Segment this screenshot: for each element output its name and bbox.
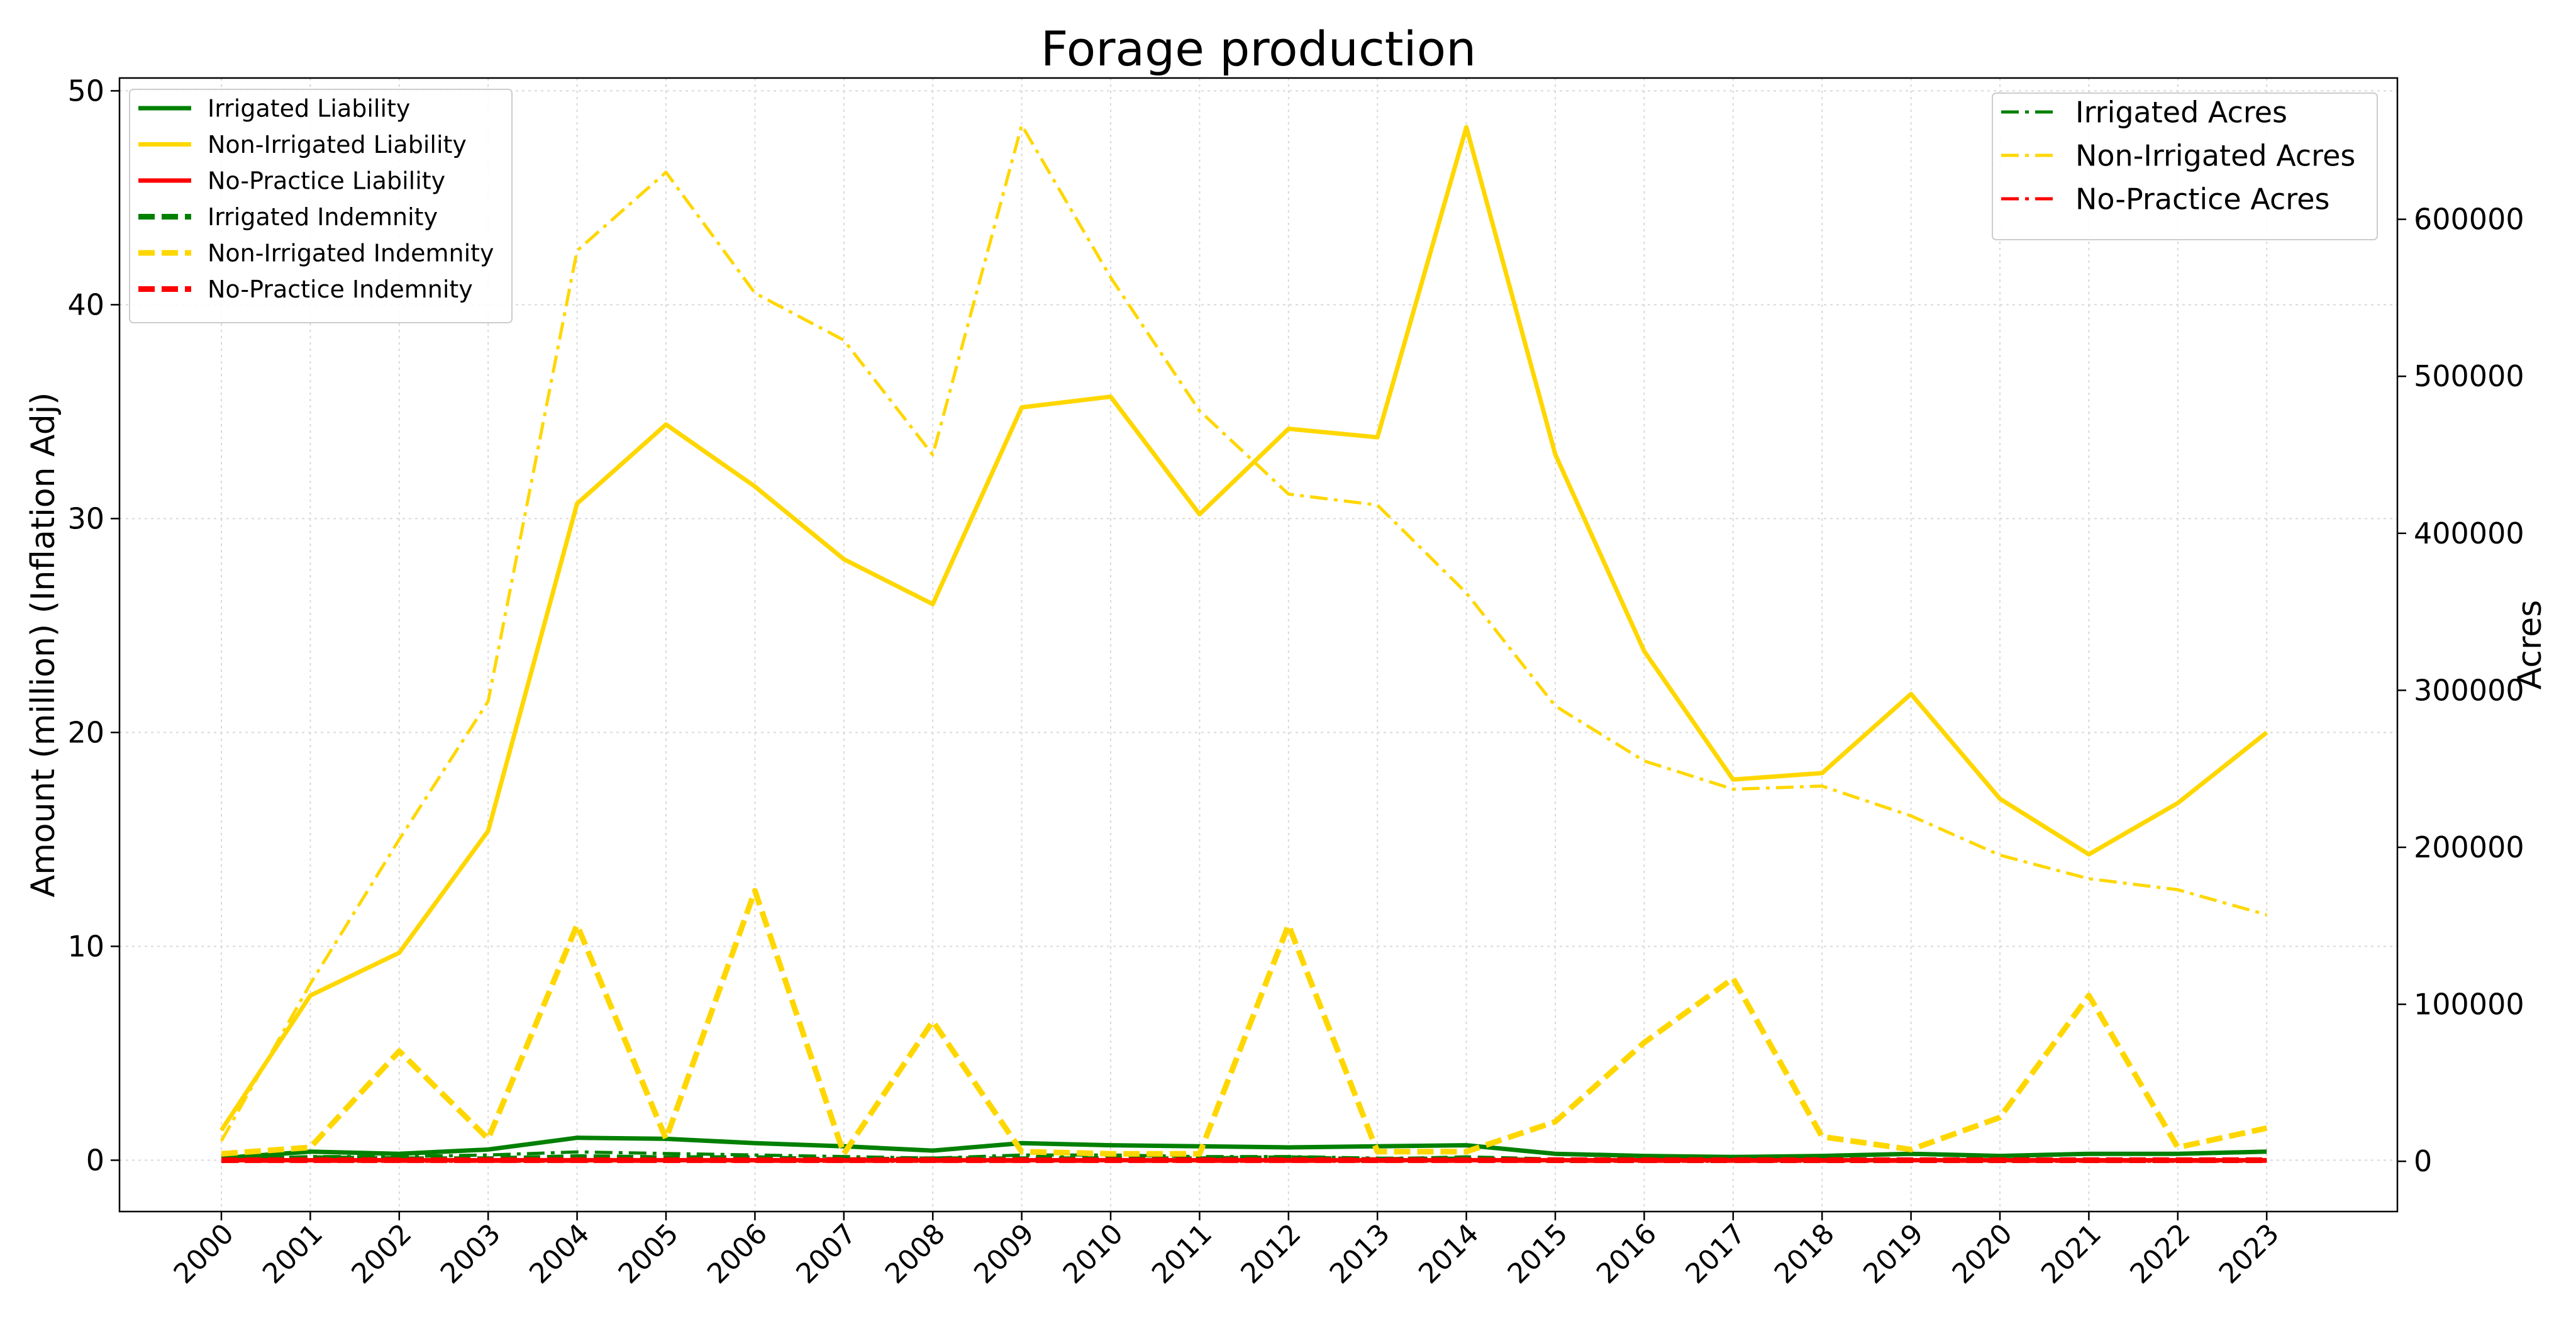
legend-left: Irrigated Liability Non-Irrigated Liabili… [129, 89, 513, 323]
legend-left-frame [129, 89, 513, 323]
y-tick-label-left: 10 [67, 929, 104, 963]
legend-label: Irrigated Liability [208, 95, 410, 123]
y-tick-label-right: 100000 [2414, 988, 2524, 1022]
series-line-irrigated-liability [221, 1135, 2267, 1161]
y-tick-label-right: 300000 [2414, 673, 2524, 707]
legend-label: Non-Irrigated Acres [2075, 139, 2355, 173]
chart-title: Forage production [1041, 21, 1477, 77]
y-tick-label-left: 50 [67, 74, 104, 108]
y-tick-label-left: 20 [67, 715, 104, 749]
legend-label: No-Practice Acres [2075, 182, 2329, 216]
y-tick-label-right: 400000 [2414, 516, 2524, 550]
y-tick-label-right: 0 [2414, 1144, 2432, 1178]
legend-label: No-Practice Liability [208, 167, 445, 195]
y-axis-label-left: Amount (million) (Inflation Adj) [25, 393, 62, 898]
y-tick-label-left: 0 [86, 1143, 104, 1177]
y-axis-label-right: Acres [2511, 600, 2549, 690]
y-tick-label-right: 500000 [2414, 359, 2524, 393]
series-line-non-irrigated-indemnity [221, 888, 2268, 1157]
series-line-non-irrigated-acres [219, 123, 2267, 1142]
legend-right-frame [1992, 92, 2378, 240]
y-tick-label-left: 30 [67, 501, 104, 535]
series-lines [219, 123, 2268, 1163]
legend-label: Irrigated Acres [2075, 96, 2287, 130]
legend-label: Irrigated Indemnity [208, 203, 438, 231]
y-tick-label-left: 40 [67, 287, 104, 321]
legend-label: Non-Irrigated Liability [208, 131, 467, 159]
legend-right: Irrigated Acres Non-Irrigated Acres No-Pra… [1992, 92, 2378, 240]
legend-label: No-Practice Indemnity [208, 276, 473, 303]
plot-frame [118, 77, 2399, 1213]
legend-label: Non-Irrigated Indemnity [208, 240, 494, 267]
y-tick-label-right: 200000 [2414, 830, 2524, 864]
series-line-non-irrigated-liability [219, 125, 2268, 1132]
y-tick-label-right: 600000 [2414, 203, 2524, 237]
